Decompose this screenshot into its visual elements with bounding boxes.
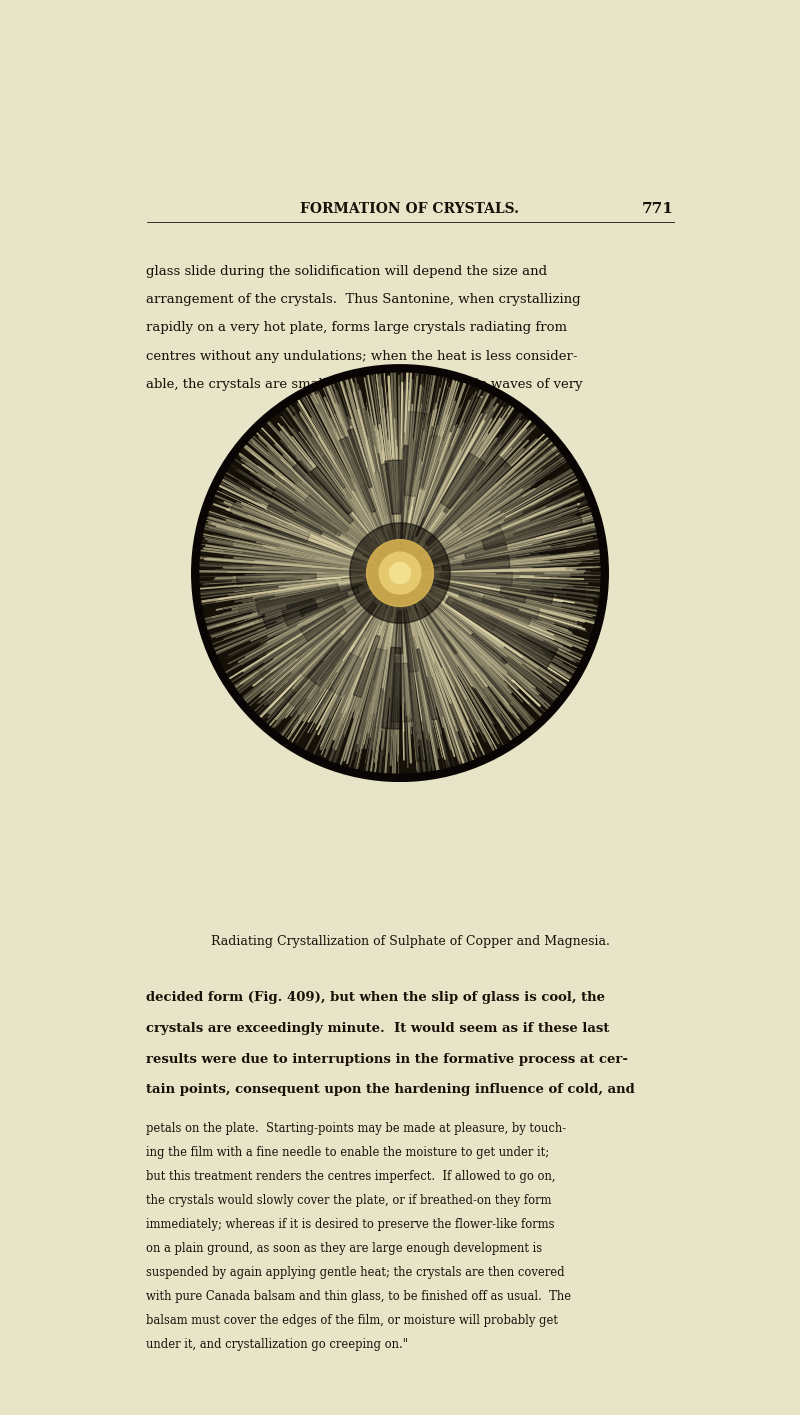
Polygon shape: [404, 608, 418, 672]
Polygon shape: [404, 412, 430, 497]
Polygon shape: [340, 648, 387, 770]
Polygon shape: [444, 576, 586, 600]
Polygon shape: [426, 456, 512, 546]
Polygon shape: [420, 434, 440, 490]
Polygon shape: [293, 412, 346, 488]
Text: petals on the plate.  Starting-points may be made at pleasure, by touch-: petals on the plate. Starting-points may…: [146, 1122, 566, 1135]
Text: on a plain ground, as soon as they are large enough development is: on a plain ground, as soon as they are l…: [146, 1242, 542, 1255]
Polygon shape: [440, 453, 486, 509]
Polygon shape: [452, 600, 498, 631]
Text: under it, and crystallization go creeping on.": under it, and crystallization go creepin…: [146, 1339, 409, 1351]
Polygon shape: [391, 664, 413, 722]
Circle shape: [379, 552, 421, 594]
Polygon shape: [262, 599, 318, 628]
Text: Fig. 410.: Fig. 410.: [380, 419, 440, 433]
Text: results were due to interruptions in the formative process at cer-: results were due to interruptions in the…: [146, 1053, 629, 1065]
Text: FORMATION OF CRYSTALS.: FORMATION OF CRYSTALS.: [301, 201, 519, 215]
Polygon shape: [327, 652, 361, 696]
Text: the crystals would slowly cover the plate, or if breathed-on they form: the crystals would slowly cover the plat…: [146, 1194, 552, 1207]
Polygon shape: [282, 587, 359, 627]
Polygon shape: [432, 579, 526, 603]
Text: 771: 771: [642, 201, 674, 215]
Polygon shape: [258, 599, 313, 621]
Text: arrangement of the crystals.  Thus Santonine, when crystallizing: arrangement of the crystals. Thus Santon…: [146, 293, 581, 306]
Polygon shape: [305, 495, 349, 532]
Polygon shape: [354, 635, 380, 698]
Polygon shape: [417, 649, 437, 720]
Polygon shape: [471, 634, 507, 664]
Polygon shape: [421, 388, 450, 488]
Polygon shape: [307, 603, 377, 686]
Text: Radiating Crystallization of Sulphate of Copper and Magnesia.: Radiating Crystallization of Sulphate of…: [210, 935, 610, 948]
Polygon shape: [500, 587, 554, 604]
Polygon shape: [300, 606, 346, 642]
Polygon shape: [382, 464, 397, 548]
Text: able, the crystals are smaller, and show concentric waves of very: able, the crystals are smaller, and show…: [146, 378, 583, 391]
Polygon shape: [374, 471, 393, 541]
Polygon shape: [310, 467, 352, 515]
Polygon shape: [300, 593, 349, 617]
Circle shape: [390, 563, 410, 583]
Polygon shape: [322, 456, 352, 498]
Polygon shape: [293, 460, 354, 524]
Polygon shape: [267, 505, 322, 535]
Polygon shape: [440, 572, 513, 586]
Polygon shape: [459, 594, 531, 625]
Text: ing the film with a fine needle to enable the moisture to get under it;: ing the film with a fine needle to enabl…: [146, 1146, 550, 1159]
Text: balsam must cover the edges of the film, or moisture will probably get: balsam must cover the edges of the film,…: [146, 1315, 558, 1327]
Polygon shape: [443, 409, 522, 512]
Text: with pure Canada balsam and thin glass, to be finished off as usual.  The: with pure Canada balsam and thin glass, …: [146, 1290, 572, 1303]
Text: centres without any undulations; when the heat is less consider-: centres without any undulations; when th…: [146, 350, 578, 362]
Text: suspended by again applying gentle heat; the crystals are then covered: suspended by again applying gentle heat;…: [146, 1266, 565, 1279]
Polygon shape: [442, 555, 510, 572]
Polygon shape: [405, 623, 426, 761]
Polygon shape: [255, 584, 340, 614]
Polygon shape: [385, 460, 402, 515]
Polygon shape: [425, 608, 458, 654]
Polygon shape: [446, 596, 558, 669]
Text: tain points, consequent upon the hardening influence of cold, and: tain points, consequent upon the hardeni…: [146, 1082, 635, 1097]
Polygon shape: [416, 396, 482, 536]
Polygon shape: [238, 583, 351, 616]
Polygon shape: [348, 429, 372, 488]
Polygon shape: [482, 594, 540, 620]
Polygon shape: [234, 467, 338, 536]
Polygon shape: [465, 542, 507, 559]
Text: glass slide during the solidification will depend the size and: glass slide during the solidification wi…: [146, 265, 548, 277]
Polygon shape: [237, 573, 316, 584]
Polygon shape: [424, 524, 505, 565]
Polygon shape: [482, 504, 582, 550]
Polygon shape: [228, 501, 310, 543]
Polygon shape: [283, 638, 345, 708]
Circle shape: [366, 539, 434, 607]
Polygon shape: [286, 584, 362, 608]
Text: crystals are exceedingly minute.  It would seem as if these last: crystals are exceedingly minute. It woul…: [146, 1022, 610, 1034]
Circle shape: [195, 368, 605, 778]
Polygon shape: [401, 446, 408, 550]
Polygon shape: [462, 541, 566, 566]
Polygon shape: [395, 611, 402, 654]
Circle shape: [350, 524, 450, 623]
Polygon shape: [457, 446, 564, 532]
Text: rapidly on a very hot plate, forms large crystals radiating from: rapidly on a very hot plate, forms large…: [146, 321, 567, 334]
Polygon shape: [271, 487, 342, 536]
Polygon shape: [299, 633, 343, 678]
Polygon shape: [257, 594, 370, 679]
Text: decided form (Fig. 409), but when the slip of glass is cool, the: decided form (Fig. 409), but when the sl…: [146, 992, 606, 1005]
Text: but this treatment renders the centres imperfect.  If allowed to go on,: but this treatment renders the centres i…: [146, 1170, 556, 1183]
Polygon shape: [339, 437, 376, 512]
Polygon shape: [382, 647, 402, 729]
Text: immediately; whereas if it is desired to preserve the flower-like forms: immediately; whereas if it is desired to…: [146, 1218, 555, 1231]
